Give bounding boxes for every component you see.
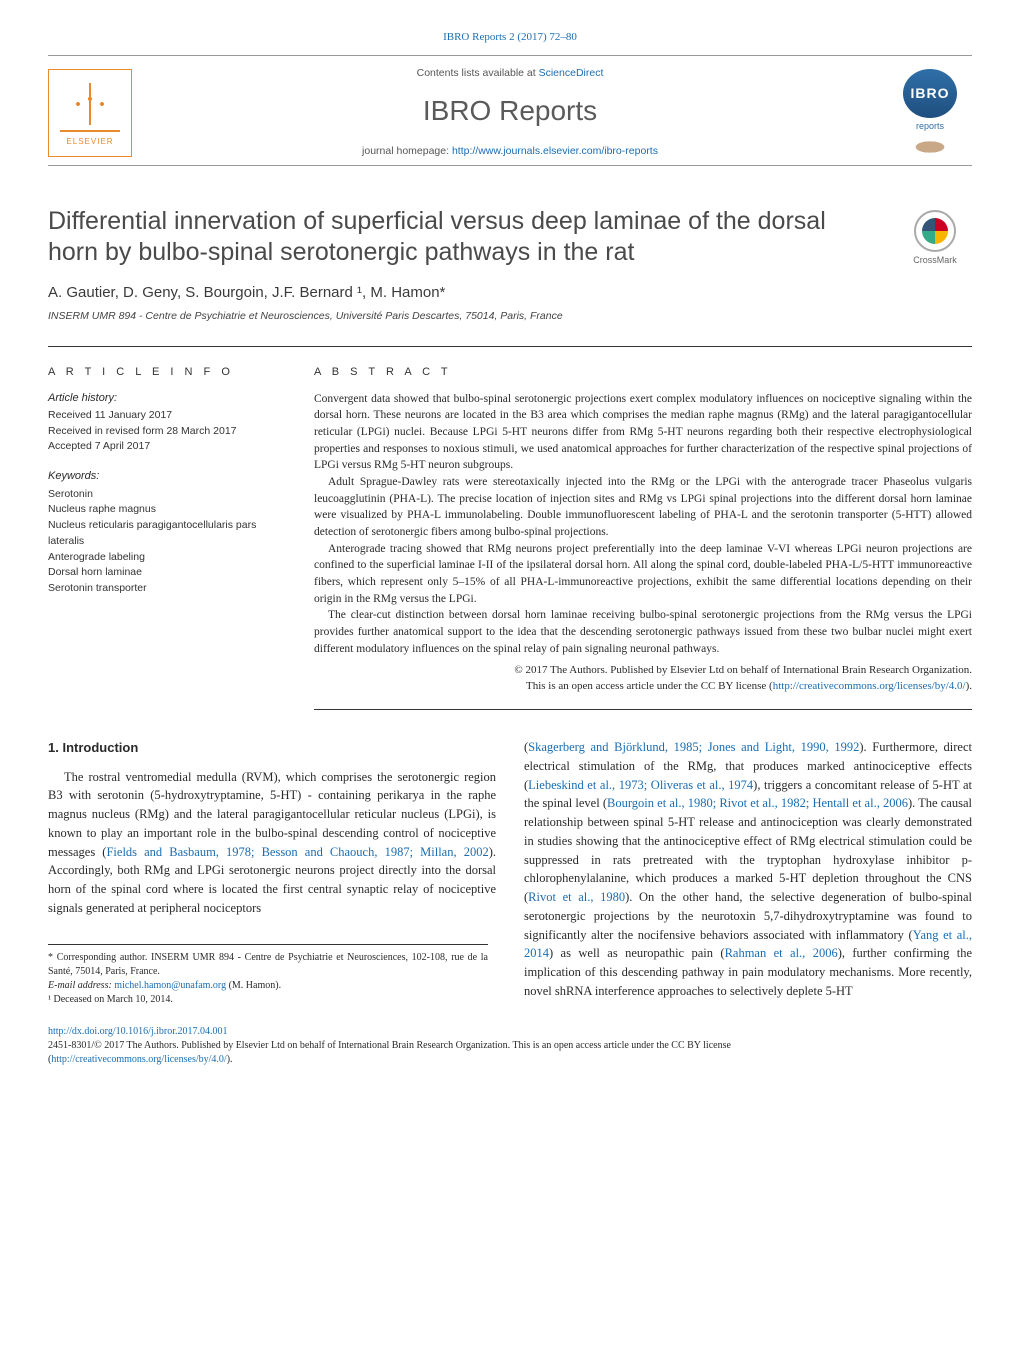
abstract-p3: Anterograde tracing showed that RMg neur… <box>314 541 972 608</box>
body: 1. Introduction The rostral ventromedial… <box>48 738 972 1007</box>
keywords-label: Keywords: <box>48 469 278 484</box>
ibro-logo: IBRO reports <box>888 69 972 157</box>
citation-link[interactable]: IBRO Reports 2 (2017) 72–80 <box>443 31 577 43</box>
crossmark-badge[interactable]: CrossMark <box>898 210 972 267</box>
authors: A. Gautier, D. Geny, S. Bourgoin, J.F. B… <box>48 282 972 303</box>
keyword: Serotonin transporter <box>48 581 278 597</box>
elsevier-label: ELSEVIER <box>66 136 113 147</box>
email-suffix: (M. Hamon). <box>226 980 281 991</box>
ibro-circle-icon: IBRO <box>903 69 957 118</box>
citation-link[interactable]: Liebeskind et al., 1973; Oliveras et al.… <box>528 778 753 792</box>
crossmark-label: CrossMark <box>913 254 957 267</box>
article-head: Differential innervation of superficial … <box>48 206 972 269</box>
article-info-heading: A R T I C L E I N F O <box>48 365 278 380</box>
homepage-prefix: journal homepage: <box>362 145 452 157</box>
keyword: Nucleus raphe magnus <box>48 502 278 518</box>
email-link[interactable]: michel.hamon@unafam.org <box>114 980 226 991</box>
citation-link[interactable]: Fields and Basbaum, 1978; Besson and Cha… <box>106 845 488 859</box>
ibro-sub: reports <box>916 120 944 133</box>
elsevier-tree-icon <box>60 78 120 132</box>
abstract-copyright: © 2017 The Authors. Published by Elsevie… <box>314 663 972 695</box>
crossmark-ring-icon <box>914 210 956 252</box>
body-p2: (Skagerberg and Björklund, 1985; Jones a… <box>524 738 972 1001</box>
keyword: Dorsal horn laminae <box>48 565 278 581</box>
issn-line: 2451-8301/© 2017 The Authors. Published … <box>48 1039 972 1053</box>
license-suffix: ). <box>227 1054 233 1065</box>
keyword: Nucleus reticularis paragigantocellulari… <box>48 518 278 550</box>
history-accepted: Accepted 7 April 2017 <box>48 439 278 455</box>
history-received: Received 11 January 2017 <box>48 408 278 424</box>
contents-line: Contents lists available at ScienceDirec… <box>132 66 888 81</box>
doi-link[interactable]: http://dx.doi.org/10.1016/j.ibror.2017.0… <box>48 1026 228 1037</box>
brain-icon <box>905 137 955 157</box>
abstract-p2: Adult Sprague-Dawley rats were stereotax… <box>314 474 972 541</box>
copyright-line1: © 2017 The Authors. Published by Elsevie… <box>514 664 972 676</box>
keywords-block: Keywords: Serotonin Nucleus raphe magnus… <box>48 469 278 597</box>
contents-prefix: Contents lists available at <box>417 67 539 79</box>
history-label: Article history: <box>48 391 278 406</box>
issn-license-line: (http://creativecommons.org/licenses/by/… <box>48 1053 972 1067</box>
sciencedirect-link[interactable]: ScienceDirect <box>539 67 604 79</box>
email-label: E-mail address: <box>48 980 114 991</box>
citation-link[interactable]: Rahman et al., 2006 <box>725 946 838 960</box>
journal-center: Contents lists available at ScienceDirec… <box>132 66 888 159</box>
license-link[interactable]: http://creativecommons.org/licenses/by/4… <box>51 1054 226 1065</box>
elsevier-logo: ELSEVIER <box>48 69 132 157</box>
copyright-line2-prefix: This is an open access article under the… <box>526 680 773 692</box>
issn-text: 2451-8301/© 2017 The Authors. Published … <box>48 1040 731 1051</box>
article-title: Differential innervation of superficial … <box>48 206 848 269</box>
keyword: Anterograde labeling <box>48 550 278 566</box>
keyword: Serotonin <box>48 487 278 503</box>
corresponding-author: * Corresponding author. INSERM UMR 894 -… <box>48 951 488 979</box>
abstract-p4: The clear-cut distinction between dorsal… <box>314 607 972 657</box>
article-info: A R T I C L E I N F O Article history: R… <box>48 365 278 710</box>
email-line: E-mail address: michel.hamon@unafam.org … <box>48 979 488 993</box>
abstract: A B S T R A C T Convergent data showed t… <box>314 365 972 710</box>
header-citation: IBRO Reports 2 (2017) 72–80 <box>48 30 972 55</box>
footnotes: * Corresponding author. INSERM UMR 894 -… <box>48 944 488 1007</box>
citation-link[interactable]: Rivot et al., 1980 <box>528 890 625 904</box>
abstract-p1: Convergent data showed that bulbo-spinal… <box>314 391 972 474</box>
crossmark-slices-icon <box>922 218 948 244</box>
journal-title: IBRO Reports <box>132 91 888 130</box>
section-heading: 1. Introduction <box>48 738 496 758</box>
body-text: ) as well as neuropathic pain ( <box>549 946 725 960</box>
bottom-block: http://dx.doi.org/10.1016/j.ibror.2017.0… <box>48 1025 972 1067</box>
deceased-note: ¹ Deceased on March 10, 2014. <box>48 993 488 1007</box>
abstract-heading: A B S T R A C T <box>314 365 972 380</box>
history-revised: Received in revised form 28 March 2017 <box>48 424 278 440</box>
journal-header: ELSEVIER Contents lists available at Sci… <box>48 55 972 166</box>
affiliation: INSERM UMR 894 - Centre de Psychiatrie e… <box>48 309 972 324</box>
citation-link[interactable]: Skagerberg and Björklund, 1985; Jones an… <box>528 740 859 754</box>
body-p1: The rostral ventromedial medulla (RVM), … <box>48 768 496 918</box>
journal-homepage: journal homepage: http://www.journals.el… <box>132 144 888 159</box>
cc-license-link[interactable]: http://creativecommons.org/licenses/by/4… <box>773 680 966 692</box>
citation-link[interactable]: Bourgoin et al., 1980; Rivot et al., 198… <box>607 796 908 810</box>
meta-row: A R T I C L E I N F O Article history: R… <box>48 346 972 710</box>
body-text: ). The causal relationship between spina… <box>524 796 972 904</box>
homepage-link[interactable]: http://www.journals.elsevier.com/ibro-re… <box>452 145 658 157</box>
copyright-line2-suffix: ). <box>966 680 972 692</box>
